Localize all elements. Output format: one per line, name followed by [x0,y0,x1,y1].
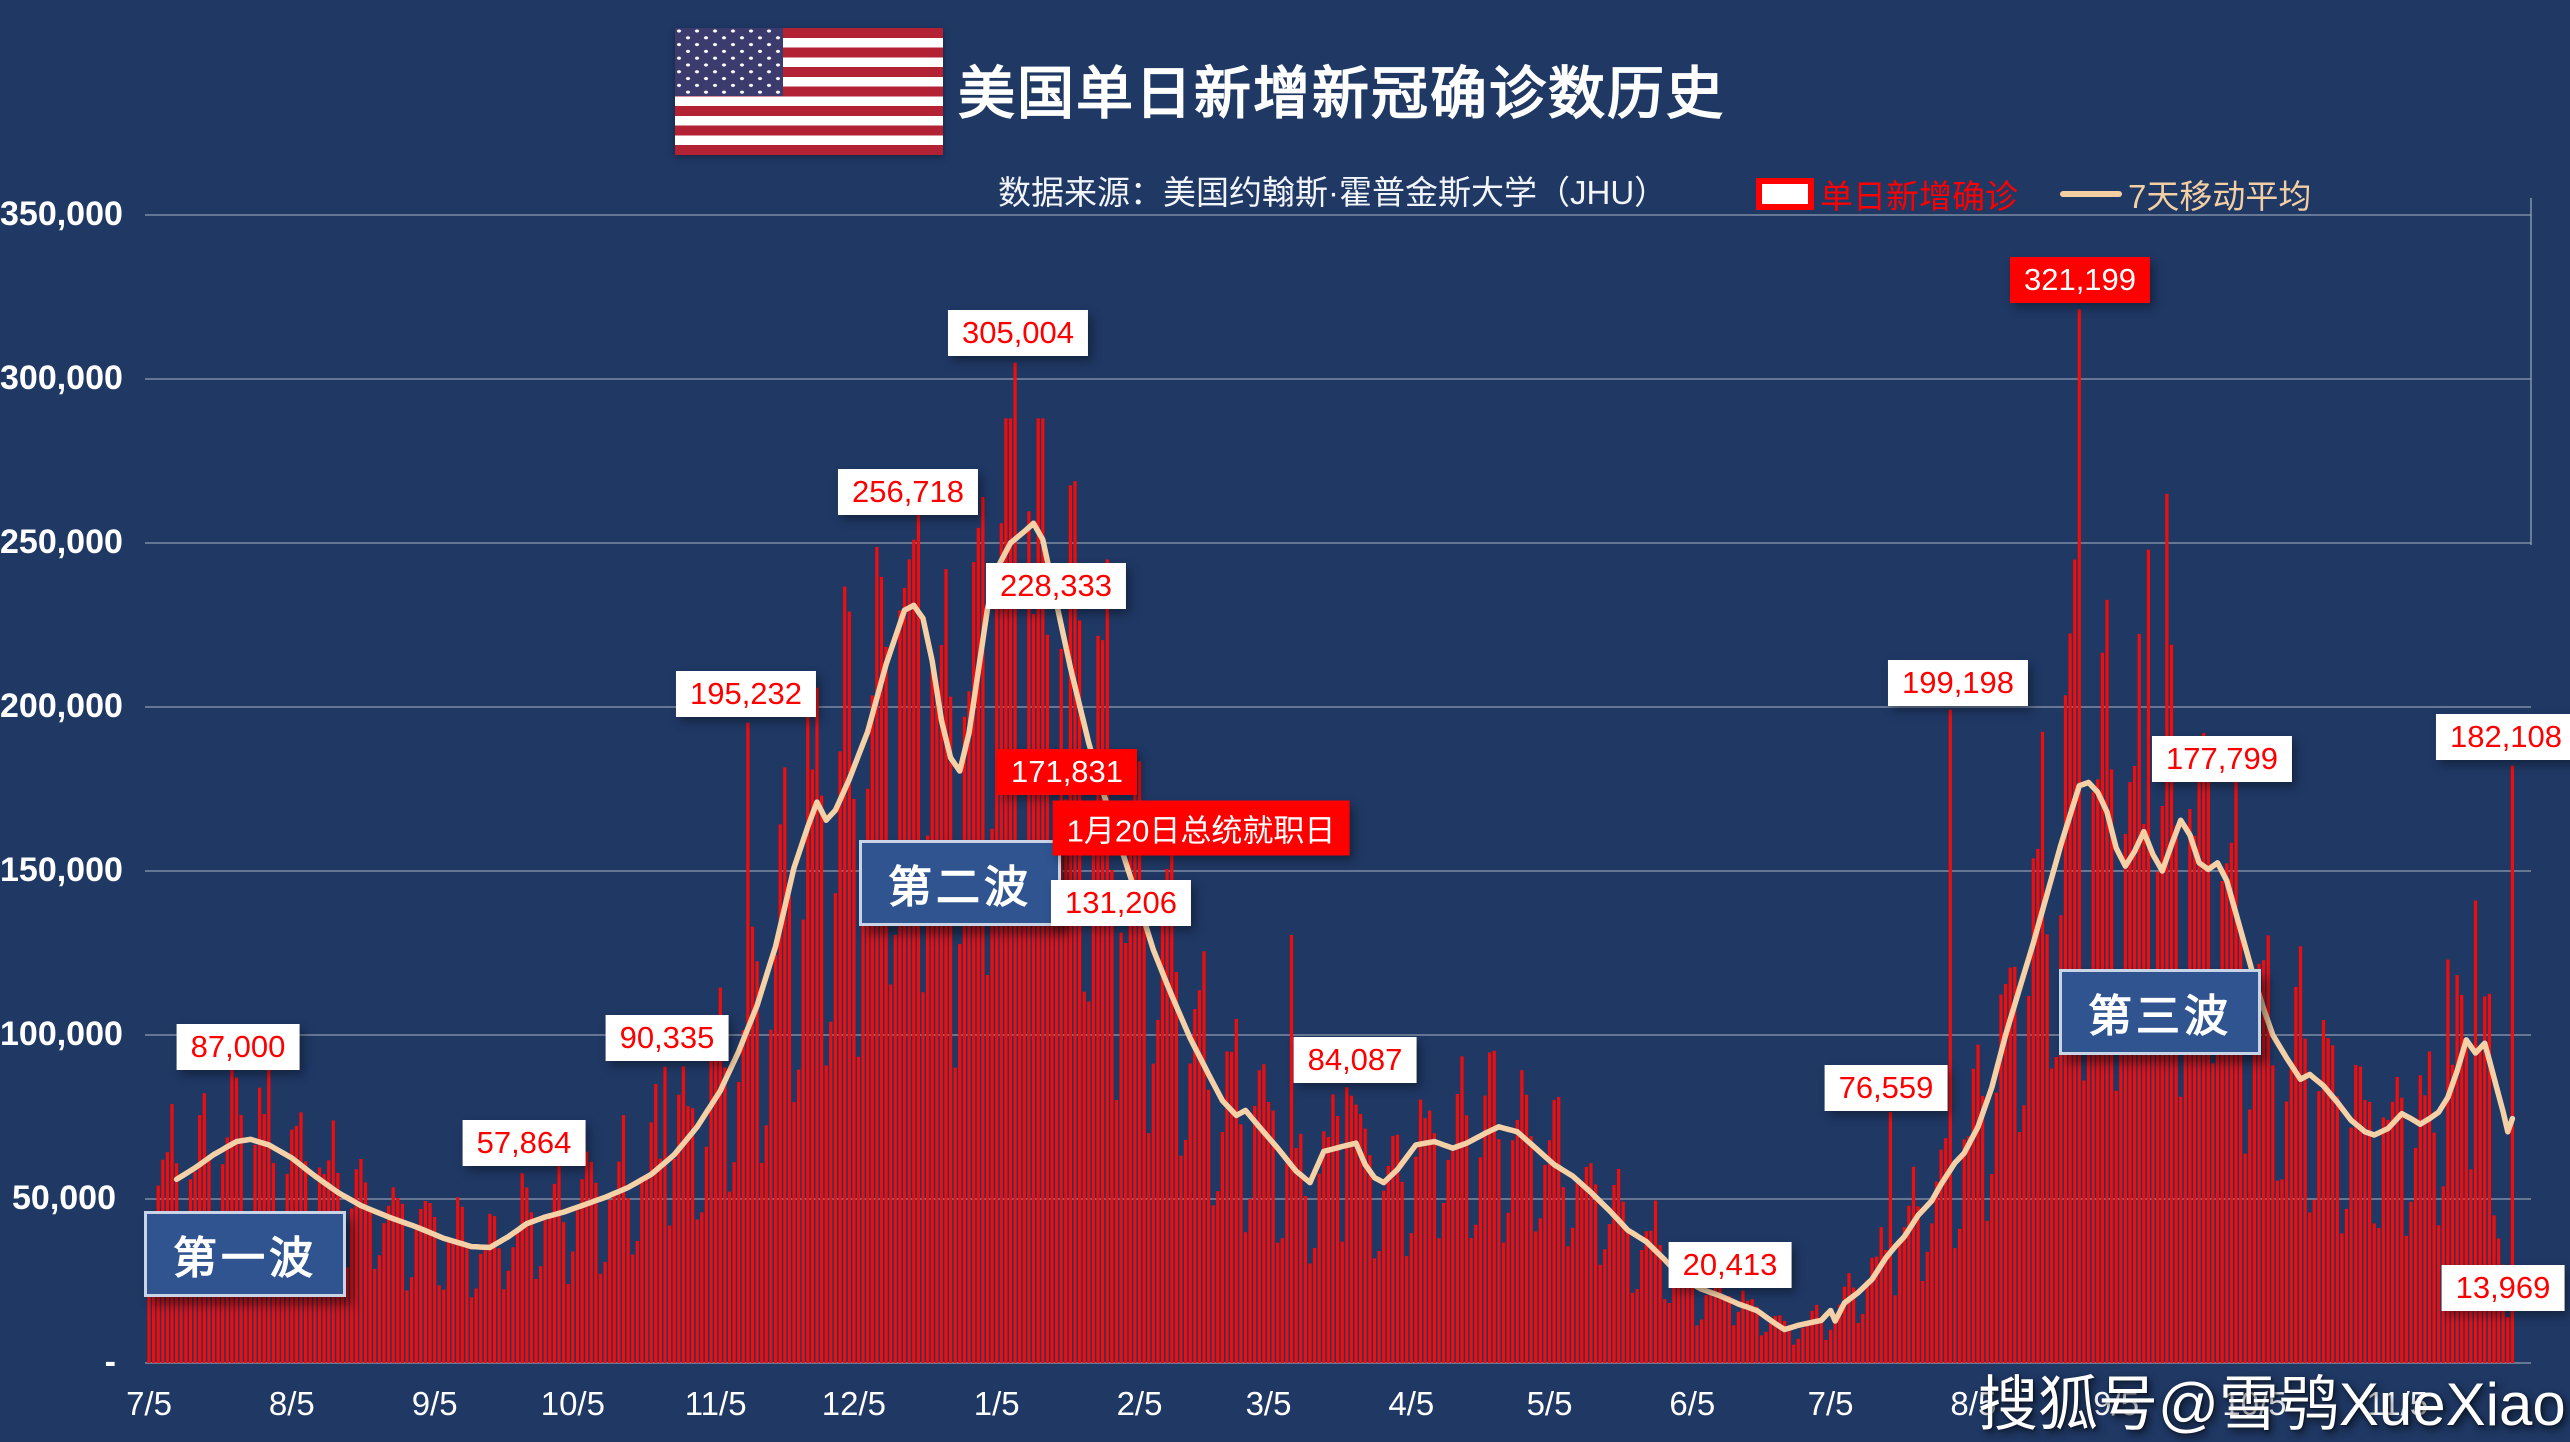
y-axis-tick-label: 50,000 [12,1179,116,1217]
x-axis-tick-label: 4/5 [1388,1385,1435,1422]
y-axis-tick-label: 350,000 [0,195,123,233]
data-label-callout: 256,718 [837,469,979,515]
x-axis-tick-label: 5/5 [1526,1385,1573,1422]
data-label-callout: 131,206 [1050,880,1192,926]
x-axis-tick-label: 8/5 [1950,1385,1997,1422]
x-axis-tick-label: 6/5 [1669,1385,1716,1422]
data-label-callout: 321,199 [2009,257,2151,303]
y-axis-tick-label: - [104,1343,116,1381]
legend-line-label: 7天移动平均 [2128,178,2312,215]
y-axis-tick-label: 100,000 [0,1015,123,1053]
data-label-callout: 182,108 [2435,714,2570,760]
data-label-callout: 76,559 [1824,1065,1948,1111]
data-label-callout: 195,232 [675,671,817,717]
x-axis-tick-label: 2/5 [1116,1385,1163,1422]
x-axis-tick-label: 7/5 [1807,1385,1854,1422]
data-label-callout: 199,198 [1887,660,2029,706]
y-axis-tick-label: 150,000 [0,851,123,889]
us-flag-icon [675,28,943,155]
legend-line-swatch-icon [2060,191,2122,197]
x-axis-tick-label: 7/5 [126,1385,172,1422]
legend-bar-swatch-icon [1756,178,1814,210]
x-axis-tick-label: 9/5 [2093,1385,2140,1422]
data-label-callout: 1月20日总统就职日 [1052,800,1350,856]
chart-title: 美国单日新增新冠确诊数历史 [958,62,1725,126]
watermark: 搜狐号@雪鸮XueXiao [1978,1371,2566,1438]
data-label-callout: 13,969 [2441,1265,2565,1311]
wave-label: 第二波 [859,840,1061,926]
wave-label: 第三波 [2059,969,2261,1055]
x-axis-tick-label: 10/5 [2222,1385,2287,1422]
y-axis-tick-label: 200,000 [0,687,123,725]
y-axis-tick-label: 250,000 [0,523,123,561]
x-axis-tick-label: 10/5 [540,1385,605,1422]
legend: 单日新增确诊 7天移动平均 [1756,170,2311,218]
data-label-callout: 171,831 [996,749,1138,795]
flag-canton-stars [675,28,783,97]
moving-average-line [173,520,2516,1333]
legend-bar-label: 单日新增确诊 [1820,178,2018,215]
data-label-callout: 84,087 [1293,1037,1417,1083]
x-axis-tick-label: 12/5 [821,1385,886,1422]
wave-label: 第一波 [144,1211,346,1297]
x-axis-tick-label: 11/5 [684,1385,747,1422]
data-label-callout: 177,799 [2151,736,2293,782]
data-label-callout: 57,864 [462,1120,586,1166]
x-axis-tick-label: 3/5 [1245,1385,1292,1422]
data-label-callout: 90,335 [605,1015,729,1061]
y-axis-tick-label: 300,000 [0,359,123,397]
data-source-note: 数据来源：美国约翰斯·霍普金斯大学（JHU） [998,174,1668,211]
data-label-callout: 305,004 [947,310,1089,356]
data-label-callout: 228,333 [985,563,1127,609]
data-label-callout: 87,000 [176,1024,300,1070]
data-label-callout: 20,413 [1668,1242,1792,1288]
x-axis-tick-label: 11/5 [2366,1385,2429,1422]
x-axis-tick-label: 8/5 [268,1385,315,1422]
x-axis-tick-label: 1/5 [973,1385,1020,1422]
x-axis-tick-label: 9/5 [411,1385,458,1422]
